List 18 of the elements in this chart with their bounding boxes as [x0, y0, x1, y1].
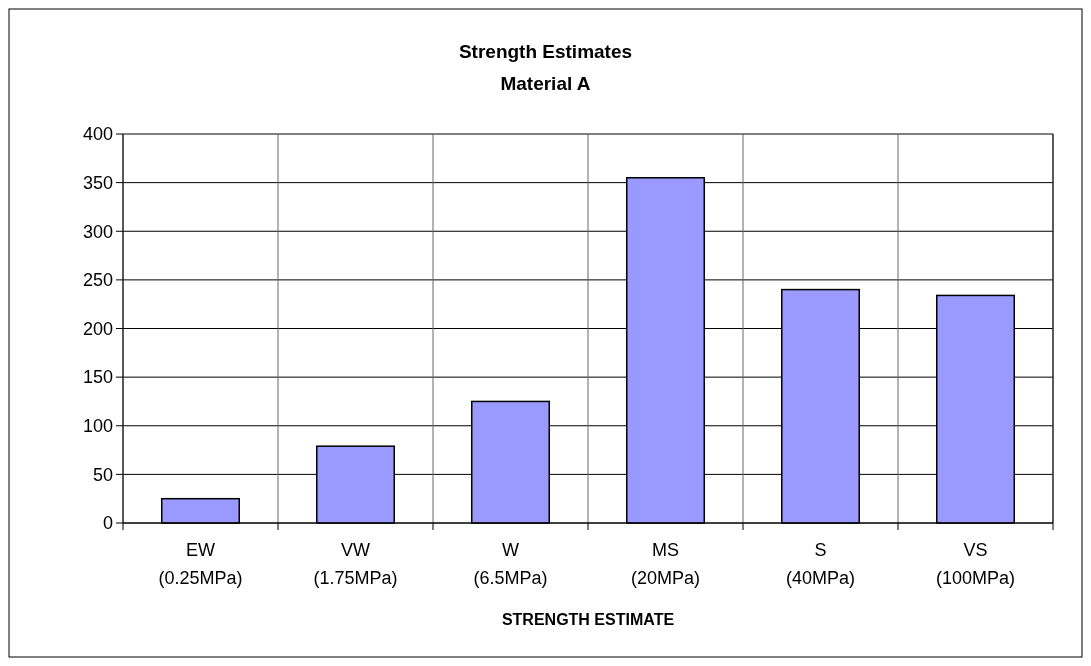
chart-title: Strength Estimates	[458, 41, 633, 62]
x-tick-label: VS (100MPa)	[935, 540, 1016, 588]
y-tick-label: 350	[82, 172, 113, 193]
x-tick-label: VW (1.75MPa)	[313, 540, 398, 588]
x-tick-label: S (40MPa)	[785, 540, 856, 588]
x-tick-label: W (6.5MPa)	[473, 540, 548, 588]
x-tick-label: MS (20MPa)	[630, 540, 701, 588]
y-tick-label: 250	[82, 270, 113, 291]
chart-subtitle: Material A	[500, 73, 591, 94]
y-tick-label: 0	[102, 513, 113, 534]
x-axis-title: STRENGTH ESTIMATE	[501, 611, 675, 628]
y-tick-label: 150	[82, 367, 113, 388]
y-tick-label: 300	[82, 221, 113, 242]
y-tick-label: 400	[82, 124, 113, 145]
y-tick-label: 100	[82, 416, 113, 437]
x-tick-label: EW (0.25MPa)	[158, 540, 243, 588]
y-tick-label: 200	[82, 318, 113, 339]
y-tick-label: 50	[92, 464, 113, 485]
